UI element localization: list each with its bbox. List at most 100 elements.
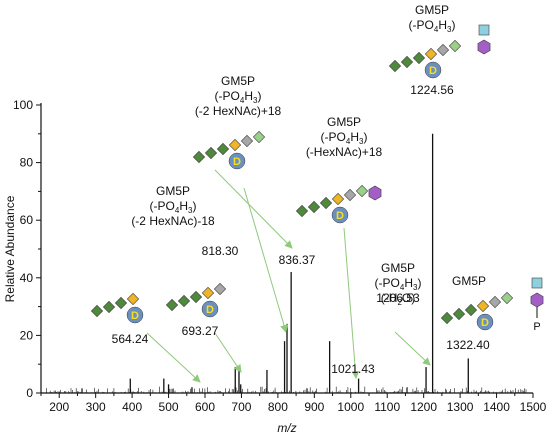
diamond-symbol: [424, 47, 438, 61]
diamond-symbol: [240, 134, 254, 148]
d-label: D: [131, 310, 139, 322]
hexagon-symbol: [530, 292, 544, 308]
diamond-symbol: [189, 290, 203, 304]
d-label: D: [481, 317, 489, 329]
x-tick-label: 1100: [374, 400, 400, 414]
annotation-2hexnac-plus18-line: GM5P: [221, 74, 255, 88]
x-tick-label: 1400: [483, 400, 510, 414]
peak-mz-label: 836.37: [279, 253, 316, 267]
x-tick-label: 1000: [337, 400, 364, 414]
peak-mz-label: 1224.56: [410, 83, 454, 97]
annotation-arrow: [146, 332, 201, 383]
diamond-symbol: [488, 295, 502, 309]
annotation-hexnac-plus18-line: (-HexNAc)+18: [306, 145, 383, 159]
x-tick-label: 900: [304, 400, 324, 414]
y-tick-label: 20: [20, 328, 34, 342]
annotation-2hexnac-plus18-line: (-2 HexNAc)+18: [195, 104, 282, 118]
x-tick-label: 400: [122, 400, 142, 414]
diamond-symbol: [114, 296, 128, 310]
peak-mz-label: 1322.40: [446, 338, 490, 352]
annotation-gm5p-line: GM5P: [452, 274, 486, 288]
square-symbol: [478, 24, 490, 36]
annotation-h2o-line: (-PO4H3): [375, 276, 422, 292]
diamond-symbol: [464, 303, 478, 317]
diamond-symbol: [500, 291, 514, 305]
d-label: D: [233, 156, 241, 168]
diamond-symbol: [388, 59, 402, 73]
x-tick-label: 1200: [410, 400, 437, 414]
diamond-symbol: [165, 298, 179, 312]
peak-mz-label: 693.27: [182, 324, 219, 338]
annotation-hexnac-plus18-line: (-PO4H3): [321, 130, 368, 146]
square-symbol: [531, 277, 543, 289]
d-circle-symbol: [126, 306, 144, 324]
annotations: GM5P(-PO4H3)(-2 HexNAc)+18GM5P(-PO4H3)(-…: [112, 3, 490, 376]
x-tick-label: 700: [231, 400, 251, 414]
d-circle-symbol: [331, 206, 349, 224]
diamond-symbol: [201, 286, 215, 300]
annotation-arrow: [243, 187, 288, 333]
annotation-2hexnac-plus18-line: (-PO4H3): [215, 89, 262, 105]
y-tick-label: 100: [13, 98, 33, 112]
annotation-arrow: [394, 331, 431, 366]
diamond-symbol: [412, 51, 426, 65]
x-tick-label: 500: [159, 400, 179, 414]
y-axis-title: Relative Abundance: [3, 195, 17, 302]
spectrum-peaks: [44, 133, 527, 393]
annotation-arrow: [343, 227, 360, 379]
diamond-symbol: [228, 138, 242, 152]
d-circle-symbol: [476, 313, 494, 331]
diamond-symbol: [452, 307, 466, 321]
x-tick-label: 1500: [520, 400, 547, 414]
diamond-symbol: [448, 39, 462, 53]
d-circle-symbol: [201, 300, 219, 318]
diamond-symbol: [216, 142, 230, 156]
phosphate-label: P: [533, 321, 540, 333]
x-axis-title: m/z: [277, 421, 296, 435]
diamond-symbol: [343, 188, 357, 202]
annotation-2hexnac-minus18-line: (-2 HexNAc)-18: [131, 214, 215, 228]
diamond-symbol: [177, 294, 191, 308]
d-label: D: [429, 65, 437, 77]
d-label: D: [206, 304, 214, 316]
annotation-2hexnac-minus18-line: GM5P: [156, 184, 190, 198]
y-tick-label: 0: [26, 386, 33, 400]
diamond-symbol: [204, 146, 218, 160]
diamond-symbol: [126, 292, 140, 306]
x-tick-label: 300: [86, 400, 106, 414]
x-tick-label: 600: [195, 400, 215, 414]
diamond-symbol: [295, 204, 309, 218]
diamond-symbol: [331, 192, 345, 206]
diamond-symbol: [102, 300, 116, 314]
annotation-top-line: (-PO4H3): [409, 18, 456, 34]
peak-mz-label: 564.24: [112, 332, 149, 346]
diamond-symbol: [307, 200, 321, 214]
diamond-symbol: [252, 130, 266, 144]
peak-mz-label: 1021.43: [331, 362, 375, 376]
annotation-arrow: [214, 169, 293, 249]
x-tick-label: 800: [268, 400, 288, 414]
y-tick-label: 60: [20, 213, 34, 227]
d-circle-symbol: [424, 61, 442, 79]
diamond-symbol: [476, 299, 490, 313]
x-tick-label: 1300: [447, 400, 474, 414]
peak-mz-label: 1206.53: [376, 291, 420, 305]
annotation-arrows: [146, 169, 431, 383]
y-tick-label: 80: [20, 156, 34, 170]
annotation-top-line: GM5P: [415, 3, 449, 17]
annotation-h2o-line: (-H2O): [381, 291, 415, 307]
diamond-symbol: [90, 304, 104, 318]
peak-mz-label: 818.30: [202, 244, 239, 258]
annotation-arrow: [214, 332, 242, 373]
d-circle-symbol: [228, 152, 246, 170]
x-tick-label: 200: [49, 400, 69, 414]
hexagon-symbol: [368, 185, 382, 201]
diamond-symbol: [436, 43, 450, 57]
annotation-2hexnac-minus18-line: (-PO4H3): [150, 199, 197, 215]
annotation-h2o-line: GM5P: [381, 261, 415, 275]
y-tick-label: 40: [20, 271, 34, 285]
diamond-symbol: [192, 150, 206, 164]
annotation-hexnac-plus18-line: GM5P: [327, 115, 361, 129]
diamond-symbol: [355, 184, 369, 198]
